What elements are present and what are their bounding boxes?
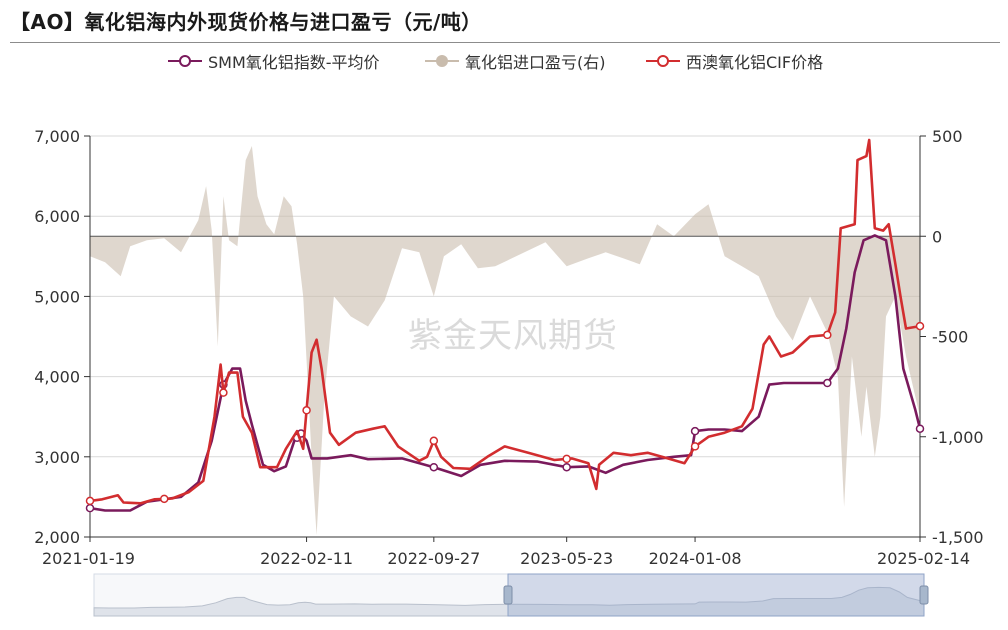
legend-item-cif[interactable]: 西澳氧化铝CIF价格 xyxy=(646,48,823,74)
zoom-slider-preview xyxy=(93,586,925,617)
x-tick-label: 2023-05-23 xyxy=(520,549,613,568)
y-right-tick-label: -1,000 xyxy=(932,428,984,447)
cif-price-marker xyxy=(302,406,311,415)
smm-index-marker xyxy=(429,462,439,472)
y-right-tick-label: -1,500 xyxy=(932,528,984,547)
y-left-tick-label: 7,000 xyxy=(34,127,80,146)
y-left-tick-label: 2,000 xyxy=(34,528,80,547)
y-left-tick-label: 3,000 xyxy=(34,448,80,467)
y-left-tick-label: 4,000 xyxy=(34,368,80,387)
x-tick-label: 2024-01-08 xyxy=(649,549,742,568)
legend-label-cif: 西澳氧化铝CIF价格 xyxy=(686,53,824,72)
cif-price-marker xyxy=(690,442,700,451)
legend-label-import: 氧化铝进口盈亏(右) xyxy=(465,53,606,72)
smm-index-marker xyxy=(915,424,925,433)
cif-price-marker xyxy=(562,454,571,464)
legend-area-circle-icon xyxy=(425,55,459,67)
zoom-slider-selection[interactable] xyxy=(507,573,925,617)
legend-line-circle-icon xyxy=(646,55,680,67)
zoom-handle-left[interactable] xyxy=(503,585,513,605)
cif-price-marker xyxy=(159,494,169,504)
chart-title: 【AO】氧化铝海内外现货价格与进口盈亏（元/吨） xyxy=(10,10,482,34)
cif-price-marker xyxy=(219,388,228,397)
legend-item-smm[interactable]: SMM氧化铝指数-平均价 xyxy=(168,48,380,74)
y-right-tick-label: 0 xyxy=(932,227,942,246)
smm-index-marker xyxy=(562,462,571,472)
zoom-handle-right[interactable] xyxy=(919,585,929,605)
y-left-tick-label: 6,000 xyxy=(34,207,80,226)
smm-index-marker xyxy=(85,503,95,513)
x-tick-label: 2022-02-11 xyxy=(260,549,353,568)
legend-label-smm: SMM氧化铝指数-平均价 xyxy=(208,53,380,72)
cif-price-marker xyxy=(429,436,439,446)
cif-price-marker xyxy=(823,330,832,340)
title-divider xyxy=(10,42,1000,43)
legend-item-import[interactable]: 氧化铝进口盈亏(右) xyxy=(425,48,606,74)
cif-price-marker xyxy=(915,321,925,331)
cif-price-marker xyxy=(85,496,95,506)
smm-index-marker xyxy=(690,426,700,436)
legend-line-circle-icon xyxy=(168,55,202,67)
cif-price-line xyxy=(89,138,921,505)
x-tick-label: 2025-02-14 xyxy=(877,549,970,568)
y-left-tick-label: 5,000 xyxy=(34,287,80,306)
smm-index-marker xyxy=(823,378,832,388)
legend: SMM氧化铝指数-平均价 氧化铝进口盈亏(右) 西澳氧化铝CIF价格 xyxy=(0,48,1008,74)
smm-index-line xyxy=(89,234,922,512)
import-profit-area xyxy=(90,146,920,535)
y-right-tick-label: -500 xyxy=(932,328,968,347)
x-tick-label: 2021-01-19 xyxy=(42,549,135,568)
x-tick-label: 2022-09-27 xyxy=(387,549,480,568)
y-right-tick-label: 500 xyxy=(932,127,963,146)
